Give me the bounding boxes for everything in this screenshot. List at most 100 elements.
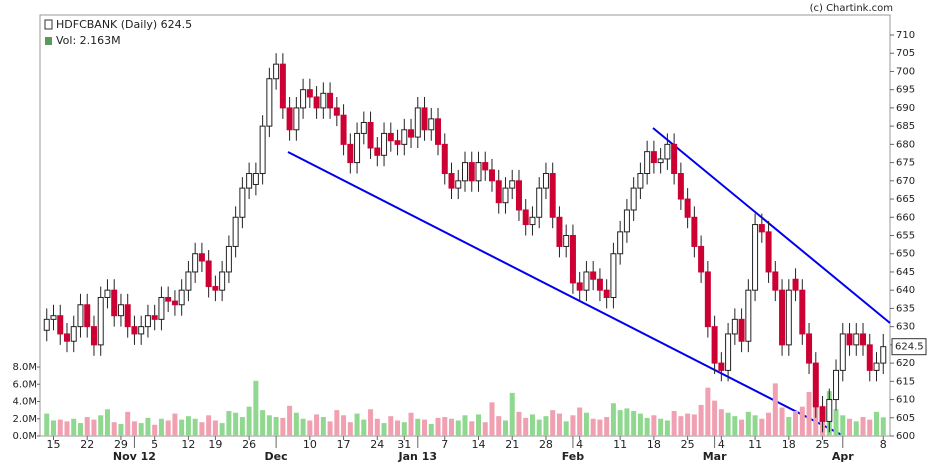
candle-body [738, 318, 745, 342]
candle-body [853, 333, 860, 346]
volume-bar [536, 419, 542, 436]
candle-body [785, 289, 792, 346]
candle-body [779, 289, 786, 346]
volume-bar [253, 380, 259, 436]
x-tick-label: 12 [181, 438, 195, 451]
volume-bar [293, 412, 299, 436]
candle-body [43, 318, 50, 331]
volume-bar [475, 414, 481, 436]
volume-bar [718, 409, 724, 436]
y-tick-label: 635 [896, 303, 915, 314]
candle-body [435, 118, 442, 145]
candle-body [333, 107, 340, 116]
volume-bar [685, 413, 691, 436]
candle-body [63, 333, 70, 342]
volume-bar [543, 416, 549, 436]
candle-body [792, 278, 799, 291]
candle-body [826, 399, 833, 422]
candle-body [165, 296, 172, 302]
candle-body [772, 271, 779, 291]
volume-bar [422, 419, 428, 436]
volume-bar [644, 417, 650, 436]
volume-bar [691, 414, 697, 436]
volume-bar [381, 423, 387, 436]
x-tick-label: 15 [46, 438, 60, 451]
volume-bar [77, 423, 83, 436]
y-tick-label: 615 [896, 376, 915, 387]
candle-body [414, 107, 421, 138]
volume-bar [287, 405, 293, 436]
volume-bar [347, 422, 353, 436]
chart-subtitle: Vol: 2.163M [56, 34, 121, 47]
x-tick-label: 25 [816, 438, 830, 451]
volume-bar [482, 422, 488, 436]
candle-body [124, 304, 131, 328]
volume-bar [455, 420, 461, 436]
y-tick-label: 620 [896, 358, 915, 369]
candle-body [394, 140, 401, 145]
volume-bar [118, 423, 124, 436]
volume-bar [772, 383, 778, 436]
candle-body [462, 162, 468, 182]
candle-body [880, 346, 887, 364]
candle-body [239, 187, 246, 218]
y-tick-label: 690 [896, 103, 915, 114]
candle-body [455, 180, 462, 189]
y-tick-label: 605 [896, 413, 915, 424]
y-tick-label: 655 [896, 231, 915, 242]
volume-bar [408, 412, 414, 436]
candle-body [664, 143, 671, 160]
y-tick-label: 700 [896, 66, 915, 77]
volume-bar [745, 411, 751, 436]
candle-body [630, 187, 637, 211]
candle-body [603, 289, 610, 298]
y2-tick-label: 8.0M [12, 362, 37, 373]
volume-bar [725, 412, 731, 436]
volume-bar [246, 406, 252, 436]
volume-bar [415, 418, 421, 436]
y-tick-label: 645 [896, 267, 915, 278]
candle-body [313, 96, 320, 109]
x-tick-label: 11 [748, 438, 762, 451]
candle-icon [44, 19, 53, 30]
volume-bar [489, 402, 495, 436]
x-tick-label: 18 [782, 438, 796, 451]
trend-line [287, 151, 843, 436]
candle-body [90, 326, 97, 346]
volume-bar [563, 421, 569, 436]
volume-bar [361, 419, 367, 436]
candle-body [549, 173, 556, 218]
x-tick-label: 17 [337, 438, 351, 451]
candle-body [421, 107, 428, 131]
candle-body [77, 304, 84, 328]
candle-body [300, 89, 307, 109]
volume-bar [793, 410, 799, 436]
volume-bar [199, 422, 205, 436]
x-tick-label: 25 [681, 438, 695, 451]
volume-bar [509, 392, 515, 436]
y-tick-label: 705 [896, 48, 915, 59]
y2-tick-label: 2.0M [12, 414, 37, 425]
volume-bar [678, 416, 684, 436]
volume-bar [395, 420, 401, 436]
volume-bar [712, 400, 718, 436]
candle-body [138, 326, 145, 335]
candle-body [70, 326, 77, 342]
candle-body [441, 143, 448, 175]
x-tick-label: 10 [303, 438, 317, 451]
candle-body [252, 173, 259, 185]
volume-bar [799, 406, 805, 436]
candle-body [583, 271, 590, 291]
candle-body [677, 173, 684, 200]
volume-bar [71, 418, 77, 436]
volume-bar [280, 417, 286, 436]
volume-bar [44, 413, 50, 436]
volume-bar [577, 407, 583, 436]
candle-body [671, 143, 678, 175]
volume-bar [840, 415, 846, 436]
volume-bar [867, 419, 873, 436]
candle-body [340, 114, 347, 145]
candle-body [711, 326, 718, 364]
volume-bar [435, 417, 441, 436]
candle-body [482, 162, 489, 171]
